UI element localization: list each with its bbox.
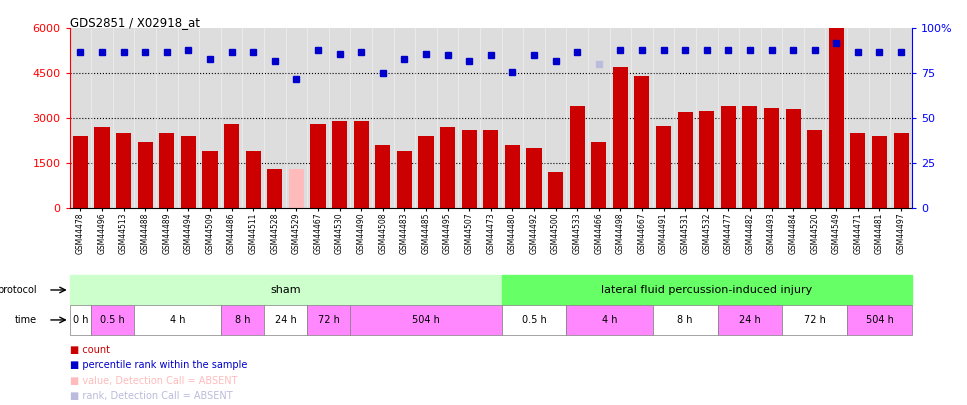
- Text: ■ count: ■ count: [70, 345, 109, 355]
- Text: 0 h: 0 h: [73, 315, 88, 325]
- Bar: [526, 148, 542, 208]
- Bar: [95, 127, 109, 208]
- Bar: [461, 130, 477, 208]
- Bar: [829, 28, 844, 208]
- Bar: [310, 124, 326, 208]
- Bar: [116, 133, 132, 208]
- Text: 0.5 h: 0.5 h: [101, 315, 125, 325]
- Bar: [440, 127, 455, 208]
- Bar: [264, 305, 308, 335]
- Bar: [699, 111, 715, 208]
- Bar: [375, 145, 391, 208]
- Bar: [850, 133, 865, 208]
- Bar: [289, 169, 304, 208]
- Bar: [419, 136, 433, 208]
- Bar: [267, 169, 282, 208]
- Bar: [656, 126, 671, 208]
- Bar: [502, 275, 912, 305]
- Bar: [134, 305, 220, 335]
- Bar: [743, 106, 757, 208]
- Text: ■ rank, Detection Call = ABSENT: ■ rank, Detection Call = ABSENT: [70, 391, 232, 401]
- Bar: [634, 76, 650, 208]
- Bar: [570, 106, 585, 208]
- Bar: [70, 305, 91, 335]
- Text: 72 h: 72 h: [804, 315, 826, 325]
- Text: 24 h: 24 h: [739, 315, 761, 325]
- Text: 4 h: 4 h: [170, 315, 186, 325]
- Text: 4 h: 4 h: [601, 315, 617, 325]
- Text: lateral fluid percussion-induced injury: lateral fluid percussion-induced injury: [601, 285, 812, 295]
- Text: 8 h: 8 h: [677, 315, 693, 325]
- Bar: [502, 305, 567, 335]
- Text: 504 h: 504 h: [412, 315, 440, 325]
- Bar: [807, 130, 822, 208]
- Bar: [354, 121, 368, 208]
- Text: GDS2851 / X02918_at: GDS2851 / X02918_at: [70, 16, 199, 29]
- Text: 504 h: 504 h: [865, 315, 894, 325]
- Bar: [782, 305, 847, 335]
- Bar: [160, 133, 174, 208]
- Text: 0.5 h: 0.5 h: [521, 315, 546, 325]
- Text: time: time: [15, 315, 38, 325]
- Bar: [396, 151, 412, 208]
- Bar: [872, 136, 887, 208]
- Bar: [764, 108, 779, 208]
- Bar: [220, 305, 264, 335]
- Text: protocol: protocol: [0, 285, 38, 295]
- Text: 8 h: 8 h: [235, 315, 250, 325]
- Bar: [591, 142, 606, 208]
- Bar: [718, 305, 782, 335]
- Bar: [720, 106, 736, 208]
- Text: 24 h: 24 h: [275, 315, 297, 325]
- Bar: [567, 305, 653, 335]
- Bar: [224, 124, 239, 208]
- Bar: [894, 133, 909, 208]
- Bar: [785, 109, 801, 208]
- Bar: [505, 145, 520, 208]
- Text: ■ percentile rank within the sample: ■ percentile rank within the sample: [70, 360, 247, 370]
- Text: sham: sham: [270, 285, 301, 295]
- Bar: [181, 136, 196, 208]
- Bar: [202, 151, 218, 208]
- Bar: [332, 121, 347, 208]
- Bar: [91, 305, 134, 335]
- Bar: [350, 305, 502, 335]
- Bar: [653, 305, 718, 335]
- Bar: [137, 142, 153, 208]
- Bar: [613, 67, 628, 208]
- Bar: [847, 305, 912, 335]
- Bar: [548, 172, 563, 208]
- Bar: [246, 151, 261, 208]
- Text: ■ value, Detection Call = ABSENT: ■ value, Detection Call = ABSENT: [70, 375, 237, 386]
- Text: 72 h: 72 h: [318, 315, 339, 325]
- Bar: [308, 305, 350, 335]
- Bar: [678, 112, 692, 208]
- Bar: [73, 136, 88, 208]
- Bar: [484, 130, 498, 208]
- Bar: [70, 275, 502, 305]
